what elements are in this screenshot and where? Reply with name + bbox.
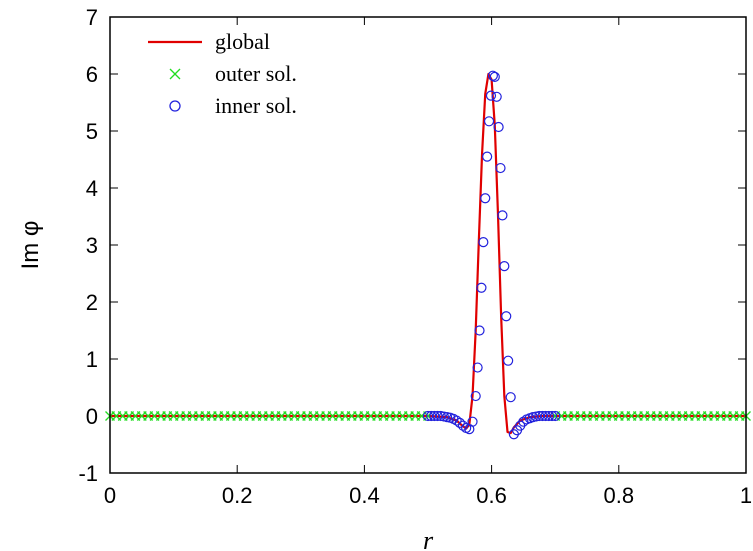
y-tick-label: 2 [86, 290, 98, 315]
inner-sol-point [451, 415, 462, 426]
inner-sol-point [483, 116, 495, 127]
inner-sol-point [482, 151, 493, 162]
legend-label-global: global [215, 29, 270, 54]
x-marker-stroke [169, 68, 181, 80]
legend-x-marker [169, 68, 181, 80]
inner-sol-point [497, 210, 508, 221]
x-tick-label: 0.2 [222, 483, 253, 508]
y-tick-label: 4 [86, 176, 98, 201]
y-axis-label: Im φ [17, 221, 44, 270]
x-tick-label: 0.4 [349, 483, 380, 508]
legend-circle-marker [169, 100, 181, 112]
plot-area [105, 70, 751, 440]
plot-frame [109, 16, 747, 474]
inner-sol-point [503, 355, 514, 366]
inner-sol-point [472, 362, 483, 373]
y-tick-label: 3 [86, 233, 98, 258]
x-tick-label: 0 [104, 483, 116, 508]
y-tick-label: 6 [86, 62, 98, 87]
inner-sol-point [495, 162, 506, 174]
inner-sol-point [546, 410, 558, 422]
inner-sol-point [518, 416, 529, 427]
y-tick-label: -1 [78, 461, 98, 486]
inner-sol-point [454, 417, 465, 428]
x-tick-label: 0.8 [604, 483, 635, 508]
inner-sol-point [487, 70, 498, 81]
y-tick-label: 1 [86, 347, 98, 372]
y-tick-label: 7 [86, 5, 98, 30]
inner-sol-point [485, 90, 497, 101]
x-tick-label: 1 [740, 483, 752, 508]
legend-marker-inner [169, 100, 181, 112]
legend-label-outer: outer sol. [215, 61, 297, 86]
inner-sol-point [501, 311, 512, 322]
inner-sol-point [543, 410, 554, 422]
y-tick-label: 0 [86, 404, 98, 429]
legend-marker-outer [169, 68, 181, 80]
inner-sol-point [476, 282, 487, 293]
inner-sol-point [550, 410, 561, 422]
inner-sol-point [467, 416, 478, 427]
inner-sol-point [505, 392, 516, 403]
legend: global outer sol. inner sol. [148, 29, 297, 118]
inner-sol-point [489, 71, 500, 82]
inner-sol-point [474, 325, 485, 336]
x-tick-label: 0.6 [476, 483, 507, 508]
inner-sol-point [493, 121, 504, 133]
y-tick-label: 5 [86, 119, 98, 144]
inner-sol-point [432, 410, 443, 422]
legend-label-inner: inner sol. [215, 93, 297, 118]
inner-sol-point [470, 390, 481, 402]
inner-sol-point [478, 237, 489, 248]
inner-sol-point [480, 193, 491, 204]
inner-sol-point [491, 91, 502, 102]
inner-sol-point [457, 420, 469, 431]
inner-sol-point [499, 260, 510, 272]
x-axis-label: r [423, 526, 434, 551]
